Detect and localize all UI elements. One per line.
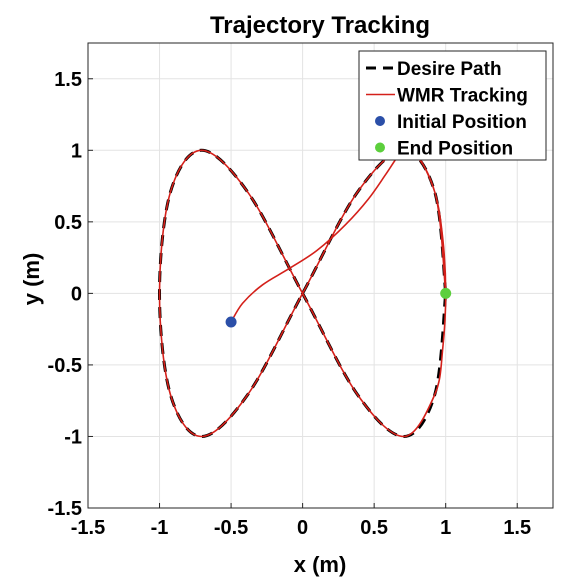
x-tick-label: 0 bbox=[297, 517, 308, 539]
x-axis-label: x (m) bbox=[294, 552, 347, 577]
y-tick-label: -1.5 bbox=[48, 498, 82, 520]
legend-desire-path-label: Desire Path bbox=[397, 59, 502, 80]
y-tick-label: 1 bbox=[71, 140, 82, 162]
legend-end-position-label: End Position bbox=[397, 139, 513, 160]
y-tick-label: 0 bbox=[71, 283, 82, 305]
axes-frame bbox=[87, 42, 554, 509]
legend: Desire Path WMR Tracking Initial Position E… bbox=[358, 50, 547, 161]
y-tick-label: 0.5 bbox=[54, 212, 82, 234]
wmr-tracking-line bbox=[158, 148, 447, 438]
series-layer bbox=[158, 148, 452, 438]
x-tick-label: -0.5 bbox=[214, 517, 248, 539]
legend-wmr-tracking-label: WMR Tracking bbox=[397, 86, 528, 107]
y-tick-label: -0.5 bbox=[48, 355, 82, 377]
x-tick-label: -1 bbox=[151, 517, 169, 539]
legend-initial-position-marker bbox=[375, 116, 385, 126]
chart-title: Trajectory Tracking bbox=[210, 12, 430, 39]
y-tick-label: 1.5 bbox=[54, 69, 82, 91]
y-axis-label: y (m) bbox=[19, 253, 44, 306]
initial-position-marker bbox=[225, 316, 237, 328]
x-tick-label: -1.5 bbox=[71, 517, 105, 539]
legend-end-position-marker bbox=[375, 142, 385, 153]
end-position-marker bbox=[440, 287, 452, 299]
legend-initial-position-label: Initial Position bbox=[397, 112, 527, 133]
y-tick-label: -1 bbox=[64, 426, 82, 448]
x-tick-label: 1.5 bbox=[503, 517, 531, 539]
x-tick-label: 0.5 bbox=[360, 517, 388, 539]
tick-labels: -1.5 -1 -0.5 0 0.5 1 1.5 -1.5 -1 -0.5 0 0.5 1 1.5 bbox=[48, 69, 532, 539]
x-tick-label: 1 bbox=[440, 517, 451, 539]
